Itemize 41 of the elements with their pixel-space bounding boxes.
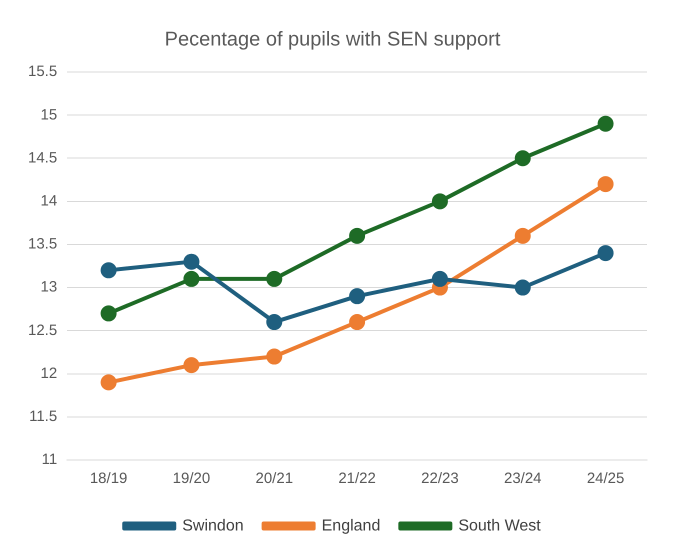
x-tick-label: 24/25 [586, 470, 624, 488]
y-tick-label: 13 [40, 278, 58, 296]
point [349, 314, 366, 330]
point [514, 150, 531, 166]
y-tick-label: 13.5 [28, 236, 58, 253]
y-tick-label: 15 [40, 106, 58, 124]
point [598, 116, 614, 132]
point [598, 176, 614, 192]
point [514, 280, 531, 296]
point [432, 270, 448, 287]
point [183, 270, 200, 287]
y-tick-label: 14.5 [28, 149, 58, 166]
point [266, 314, 282, 330]
x-tick-label: 23/24 [504, 470, 542, 488]
point [100, 374, 117, 390]
point [183, 357, 200, 374]
x-tick-label: 19/20 [172, 470, 210, 488]
y-tick-label: 14 [40, 192, 58, 210]
point [349, 288, 366, 304]
x-tick-label: 21/22 [338, 470, 376, 488]
point [598, 245, 614, 262]
point [349, 228, 366, 244]
point [100, 262, 117, 278]
point [183, 254, 200, 270]
point [432, 193, 448, 210]
chart-title: Pecentage of pupils with SEN support [164, 28, 501, 51]
legend-label: South West [458, 517, 542, 534]
point [266, 348, 282, 365]
point [100, 305, 117, 322]
point [514, 228, 531, 244]
y-tick-label: 11 [42, 451, 58, 468]
legend-label: Swindon [182, 517, 244, 534]
x-tick-label: 20/21 [255, 470, 294, 488]
point [266, 270, 282, 287]
x-tick-label: 18/19 [90, 470, 128, 488]
y-tick-label: 11.5 [29, 408, 58, 426]
y-tick-label: 12 [40, 364, 58, 382]
x-tick-label: 22/23 [421, 470, 459, 488]
y-tick-label: 12.5 [28, 322, 58, 339]
y-tick-label: 15.5 [28, 63, 58, 80]
legend-label: England [322, 517, 380, 534]
